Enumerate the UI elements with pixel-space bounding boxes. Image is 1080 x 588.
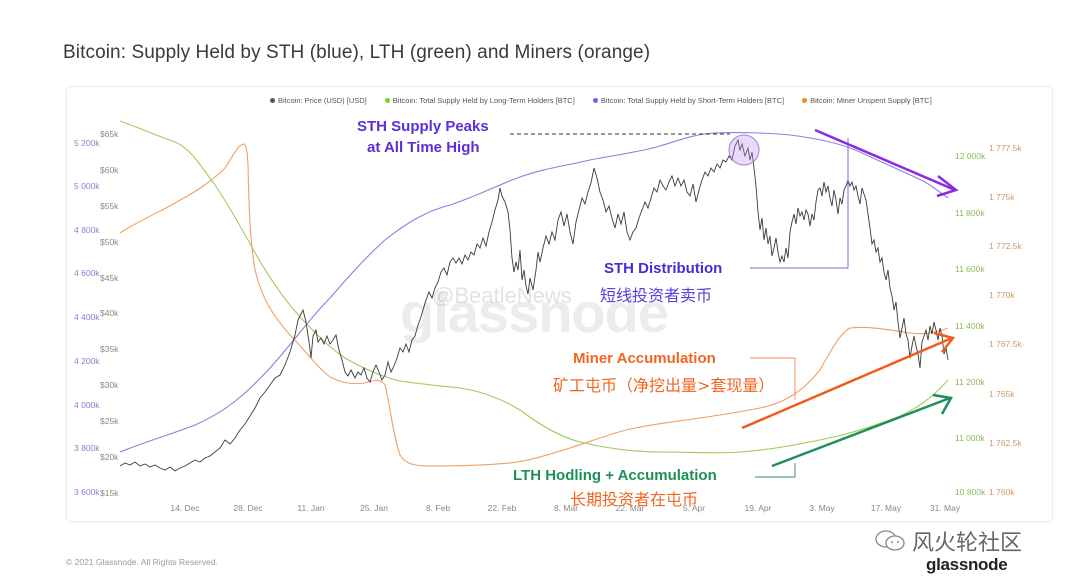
- axis-tick: $50k: [100, 237, 119, 247]
- price-line: [119, 138, 949, 472]
- legend-dot-icon: [592, 98, 598, 103]
- axis-tick: 1 772.5k: [989, 241, 1022, 251]
- x-tick: 28. Dec: [233, 503, 263, 513]
- axis-tick: 1 765k: [989, 389, 1015, 399]
- axis-tick: 1 767.5k: [989, 339, 1022, 349]
- sth-distribution-annotation-cn: 短线投资者卖币: [600, 286, 713, 305]
- miner-accumulation-annotation-cn: 矿工屯币（净挖出量>套现量）: [553, 376, 775, 395]
- sth-down-arrow-icon: [814, 128, 959, 198]
- miner-up-arrow-icon: [741, 331, 956, 430]
- sth-distribution-annotation: STH Distribution: [604, 260, 723, 277]
- sth-peak-annotation-line2: at All Time High: [367, 139, 480, 156]
- x-tick: 19. Apr: [744, 503, 772, 513]
- axis-tick: 4 600k: [74, 268, 100, 278]
- lth-up-arrow-icon: [771, 393, 953, 468]
- axis-tick: $55k: [100, 201, 119, 211]
- legend-dot-icon: [384, 98, 390, 103]
- wechat-account-name: 风火轮社区: [912, 531, 1023, 556]
- axis-tick: 3 600k: [74, 487, 100, 497]
- wechat-account-badge: 风火轮社区: [874, 525, 1022, 557]
- sth-line: [119, 132, 949, 453]
- x-tick: 22. Feb: [487, 503, 517, 513]
- legend-label: Bitcoin: Miner Unspent Supply [BTC]: [810, 96, 932, 105]
- axis-tick: 11 200k: [955, 377, 985, 387]
- legend-item-sth[interactable]: Bitcoin: Total Supply Held by Short-Term…: [592, 96, 785, 105]
- axis-tick: $60k: [100, 165, 119, 175]
- x-tick: 5. Apr: [682, 503, 706, 513]
- axis-tick: $20k: [100, 452, 119, 462]
- sth-distribution-bracket: [750, 138, 849, 269]
- axis-tick: 1 775k: [989, 192, 1015, 202]
- axis-tick: $65k: [100, 129, 119, 139]
- glassnode-watermark: glassnode: [400, 281, 669, 344]
- axis-tick: 5 000k: [74, 181, 100, 191]
- wechat-icon: [875, 530, 905, 551]
- x-tick: 17. May: [870, 503, 902, 513]
- axis-tick: 11 000k: [955, 433, 985, 443]
- axis-tick: 11 400k: [955, 321, 985, 331]
- chart-legend: Bitcoin: Price (USD) [USD] Bitcoin: Tota…: [270, 96, 932, 105]
- axis-tick: 10 800k: [955, 487, 986, 497]
- x-tick: 8. Feb: [425, 503, 451, 513]
- axis-tick: $45k: [100, 273, 119, 283]
- glassnode-logo: glassnode: [926, 555, 1008, 574]
- axis-tick: 11 600k: [955, 264, 985, 274]
- axis-tick: 3 800k: [74, 443, 100, 453]
- x-tick: 22. Mar: [615, 503, 645, 513]
- legend-item-lth[interactable]: Bitcoin: Total Supply Held by Long-Term …: [384, 96, 575, 105]
- axis-tick: 4 800k: [74, 225, 100, 235]
- lth-bracket: [755, 463, 796, 478]
- axis-tick: $30k: [100, 380, 119, 390]
- weibo-watermark: @BeatleNews: [432, 283, 572, 308]
- legend-item-price[interactable]: Bitcoin: Price (USD) [USD]: [270, 96, 367, 105]
- axis-tick: 1 762.5k: [989, 438, 1022, 448]
- lth-accumulation-annotation-cn: 长期投资者在屯币: [570, 490, 699, 509]
- miner-line: [119, 143, 949, 467]
- axis-tick: $35k: [100, 344, 119, 354]
- chart-title: Bitcoin: Supply Held by STH (blue), LTH …: [63, 42, 651, 63]
- axis-tick: $40k: [100, 308, 119, 318]
- legend-dot-icon: [270, 98, 275, 103]
- legend-item-miner[interactable]: Bitcoin: Miner Unspent Supply [BTC]: [802, 96, 932, 105]
- sth-peak-annotation-line1: STH Supply Peaks: [357, 118, 489, 135]
- lth-accumulation-annotation: LTH Hodling + Accumulation: [513, 467, 717, 484]
- axis-tick: $25k: [100, 416, 119, 426]
- axis-tick: 5 200k: [74, 138, 100, 148]
- axis-tick: 1 777.5k: [989, 143, 1022, 153]
- x-tick: 3. May: [809, 503, 835, 513]
- axis-tick: 12 000k: [955, 151, 986, 161]
- lth-line: [119, 120, 949, 454]
- x-tick: 14. Dec: [170, 503, 200, 513]
- x-tick: 31. May: [929, 503, 961, 513]
- x-tick: 25. Jan: [360, 503, 388, 513]
- axis-tick: 4 200k: [74, 356, 100, 366]
- x-tick: 8. Mar: [553, 503, 579, 513]
- axis-tick: 1 760k: [989, 487, 1015, 497]
- miner-accumulation-annotation: Miner Accumulation: [573, 350, 716, 367]
- axis-tick: 4 400k: [74, 312, 100, 322]
- axis-tick: 11 800k: [955, 208, 985, 218]
- axis-tick: 1 770k: [989, 290, 1015, 300]
- legend-dot-icon: [802, 98, 808, 103]
- sth-peak-highlight: [728, 134, 760, 166]
- legend-label: Bitcoin: Total Supply Held by Long-Term …: [392, 96, 575, 105]
- miner-bracket: [750, 357, 796, 400]
- legend-label: Bitcoin: Price (USD) [USD]: [278, 96, 367, 105]
- axis-tick: $15k: [100, 488, 119, 498]
- legend-label: Bitcoin: Total Supply Held by Short-Term…: [600, 96, 785, 105]
- axis-tick: 4 000k: [74, 400, 100, 410]
- copyright-footer: © 2021 Glassnode. All Rights Reserved.: [66, 557, 218, 567]
- x-tick: 11. Jan: [297, 503, 325, 513]
